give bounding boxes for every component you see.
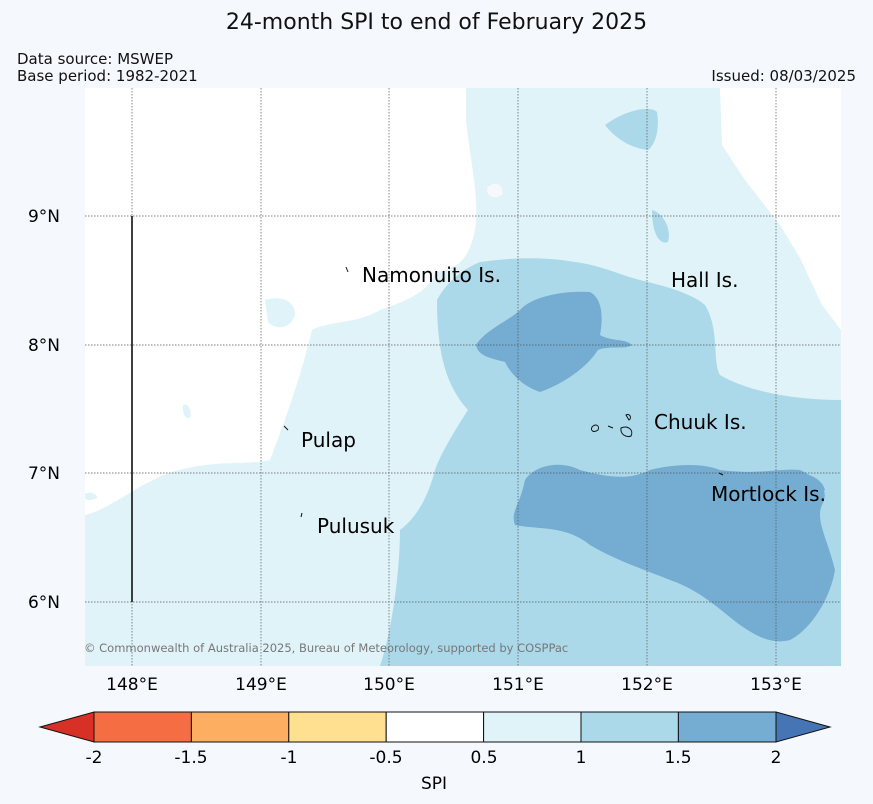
spi-band-patch xyxy=(652,210,669,243)
pulusuk-outline xyxy=(300,512,303,518)
spi-band-patch xyxy=(605,108,658,150)
lat-label-8n: 8°N xyxy=(28,336,60,356)
colorbar-tick-label: 2 xyxy=(771,748,782,768)
colorbar: -2 -1.5 -1 -0.5 0.5 1 1.5 2 SPI xyxy=(38,711,832,794)
lat-label-6n: 6°N xyxy=(28,593,60,613)
place-label-pulusuk: Pulusuk xyxy=(317,514,395,538)
colorbar-bin xyxy=(385,711,485,743)
colorbar-tick-label: -2 xyxy=(86,748,103,768)
spi-band-patch xyxy=(678,344,694,378)
spi-band-patch xyxy=(265,298,295,328)
lon-label-151e: 151°E xyxy=(492,675,544,695)
colorbar-bin xyxy=(190,711,290,743)
place-label-chuuk: Chuuk Is. xyxy=(654,410,747,434)
colorbar-bin xyxy=(288,711,387,743)
spi-band-patch xyxy=(790,473,825,494)
place-label-pulap: Pulap xyxy=(301,428,356,452)
spi-band-1-5-to-2 xyxy=(513,464,835,642)
island-outlines xyxy=(283,266,724,518)
lon-label-148e: 148°E xyxy=(106,675,158,695)
place-label-mortlock: Mortlock Is. xyxy=(711,482,826,506)
colorbar-tick-label: 1 xyxy=(576,748,587,768)
mortlock-outline xyxy=(718,472,724,476)
lon-label-153e: 153°E xyxy=(750,675,802,695)
colorbar-bin xyxy=(93,711,192,743)
colorbar-bin xyxy=(483,711,582,743)
place-label-hall: Hall Is. xyxy=(671,268,738,292)
colorbar-tick-label: -1 xyxy=(281,748,298,768)
copyright-notice: © Commonwealth of Australia 2025, Bureau… xyxy=(84,641,568,655)
lon-label-149e: 149°E xyxy=(235,675,287,695)
colorbar-tick-label: -1.5 xyxy=(174,748,207,768)
colorbar-tick-label: 0.5 xyxy=(470,748,497,768)
lon-label-150e: 150°E xyxy=(363,675,415,695)
namonuito-outline xyxy=(345,266,349,273)
map-title: 24-month SPI to end of February 2025 xyxy=(225,10,648,35)
graticule xyxy=(85,88,841,666)
chuuk-outline xyxy=(591,414,633,437)
colorbar-extend-low xyxy=(38,711,95,743)
lat-label-9n: 9°N xyxy=(28,207,60,227)
colorbar-tick-label: 1.5 xyxy=(664,748,691,768)
issued-date-label: Issued: 08/03/2025 xyxy=(711,67,856,85)
colorbar-extend-high xyxy=(775,711,832,743)
base-period-label: Base period: 1982-2021 xyxy=(17,67,198,85)
pulap-outline xyxy=(283,425,289,431)
spi-band-patch xyxy=(369,315,393,335)
colorbar-bin xyxy=(677,711,777,743)
lat-label-7n: 7°N xyxy=(28,464,60,484)
place-label-namonuito: Namonuito Is. xyxy=(362,263,501,287)
data-source-label: Data source: MSWEP xyxy=(17,50,174,68)
spi-band-hole xyxy=(486,184,503,198)
spi-band-patch xyxy=(182,404,191,419)
lon-label-152e: 152°E xyxy=(621,675,673,695)
colorbar-tick-label: -0.5 xyxy=(369,748,402,768)
spi-band-patch xyxy=(85,492,97,501)
colorbar-bin xyxy=(580,711,679,743)
colorbar-label: SPI xyxy=(421,774,447,794)
spi-band-1-5-to-2 xyxy=(476,291,632,392)
spi-field xyxy=(85,88,841,666)
